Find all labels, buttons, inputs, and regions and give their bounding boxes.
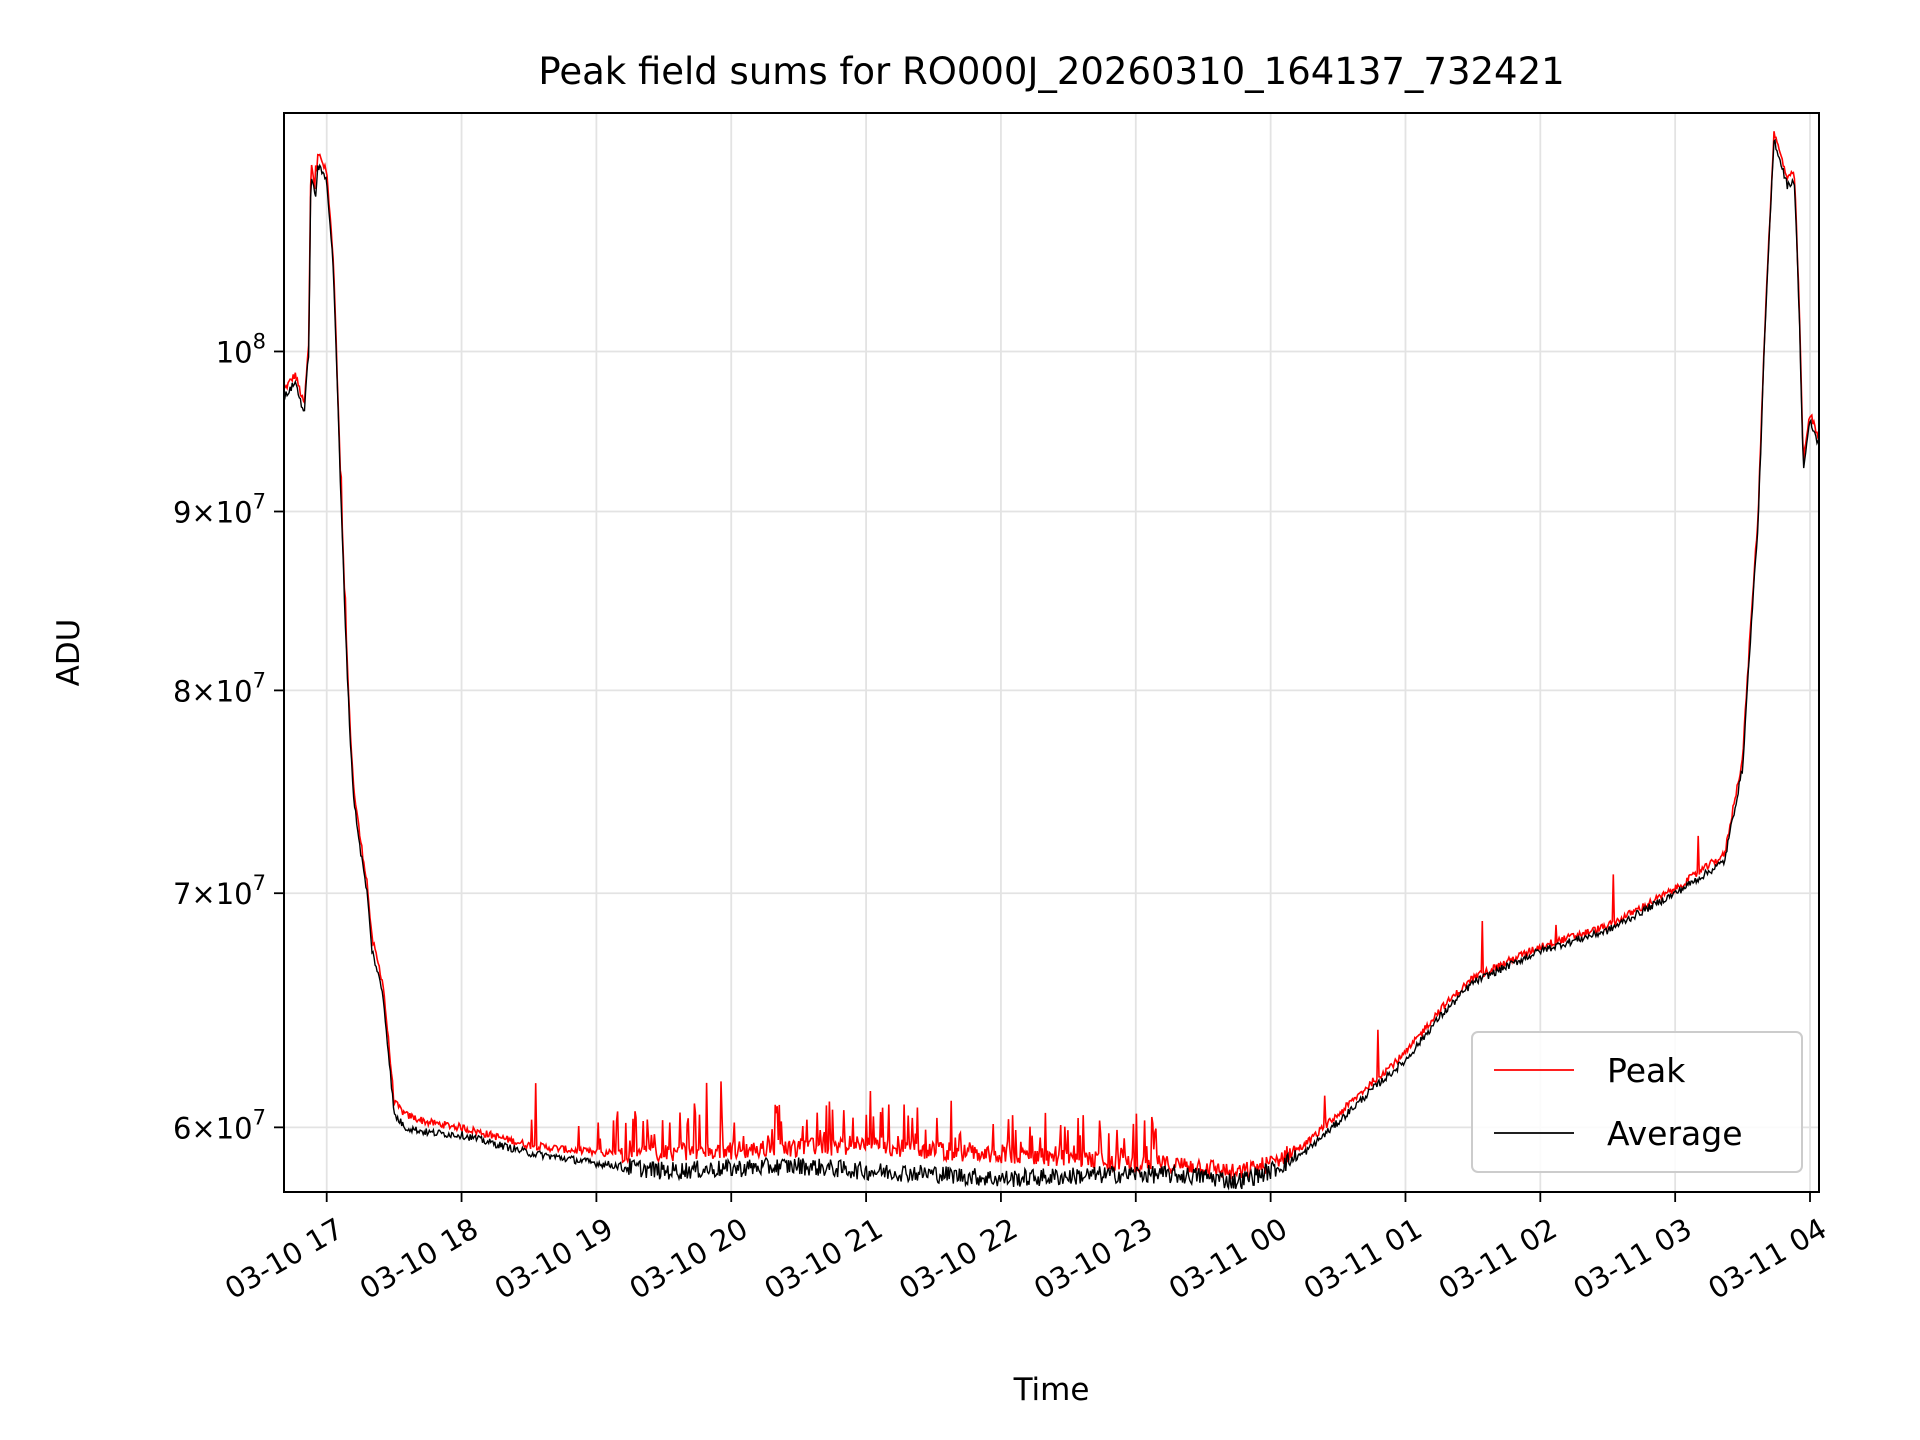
y-tick-mantissa: 6 xyxy=(173,1111,191,1145)
y-tick-times: × xyxy=(191,674,215,708)
y-tick-times: × xyxy=(191,496,215,530)
legend: Peak Average xyxy=(1471,1031,1803,1173)
y-tick-times: × xyxy=(191,1111,215,1145)
legend-box xyxy=(1471,1031,1803,1173)
y-tick-label: 7×107 xyxy=(173,871,266,911)
x-ticks: 03-10 17 03-10 18 03-10 19 03-10 20 03-10 21… xyxy=(219,1192,1832,1306)
y-tick-base: 10 xyxy=(216,1111,253,1145)
x-tick-label: 03-11 00 xyxy=(1163,1211,1293,1306)
y-tick-label: 8×107 xyxy=(173,668,266,708)
x-tick-label: 03-10 22 xyxy=(893,1211,1023,1306)
x-tick-label: 03-11 03 xyxy=(1568,1211,1698,1306)
y-tick-exponent: 7 xyxy=(253,668,266,692)
y-tick-base: 10 xyxy=(216,335,253,369)
y-axis-label: ADU xyxy=(51,619,87,687)
x-axis-label: Time xyxy=(1013,1372,1090,1408)
y-tick-base: 10 xyxy=(216,674,253,708)
y-tick-mantissa: 9 xyxy=(173,496,191,530)
x-tick-label: 03-10 21 xyxy=(758,1211,888,1306)
y-tick-times: × xyxy=(191,877,215,911)
y-tick-label: 108 xyxy=(216,329,266,369)
x-tick-label: 03-11 01 xyxy=(1298,1211,1428,1306)
x-tick-label: 03-10 20 xyxy=(624,1211,754,1306)
axes-frame xyxy=(283,112,1820,1193)
y-tick-mantissa: 8 xyxy=(173,674,191,708)
series-line-average xyxy=(284,138,1819,1191)
y-tick-exponent: 7 xyxy=(253,490,266,514)
y-tick-mantissa: 7 xyxy=(173,877,191,911)
legend-label: Average xyxy=(1607,1114,1743,1153)
grid xyxy=(284,113,1819,1192)
y-tick-exponent: 7 xyxy=(253,1105,266,1129)
series-lines xyxy=(284,131,1819,1191)
legend-label: Peak xyxy=(1607,1051,1686,1090)
chart-title: Peak field sums for RO000J_20260310_1641… xyxy=(538,50,1564,93)
x-tick-label: 03-11 04 xyxy=(1702,1211,1832,1306)
series-line-peak xyxy=(284,131,1819,1180)
x-tick-label: 03-10 18 xyxy=(354,1211,484,1306)
x-tick-label: 03-10 23 xyxy=(1028,1211,1158,1306)
x-tick-label: 03-10 17 xyxy=(219,1211,349,1306)
y-tick-label: 9×107 xyxy=(173,490,266,530)
x-tick-label: 03-10 19 xyxy=(489,1211,619,1306)
y-tick-base: 10 xyxy=(216,877,253,911)
y-tick-label: 6×107 xyxy=(173,1105,266,1145)
y-tick-exponent: 7 xyxy=(253,871,266,895)
y-tick-exponent: 8 xyxy=(253,329,266,353)
x-tick-label: 03-11 02 xyxy=(1433,1211,1563,1306)
y-tick-base: 10 xyxy=(216,496,253,530)
